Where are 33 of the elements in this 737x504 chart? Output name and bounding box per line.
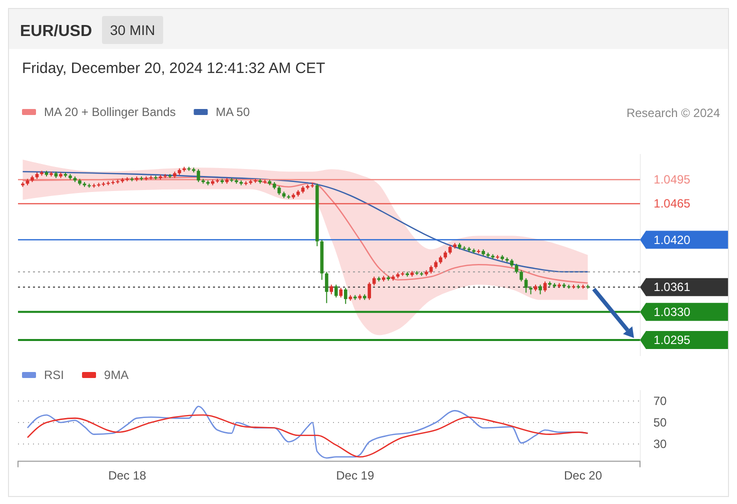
legend-label: RSI	[44, 368, 64, 382]
candlestick	[524, 278, 528, 294]
candlestick	[339, 287, 343, 298]
candlestick	[543, 280, 547, 292]
line-series	[26, 414, 588, 458]
x-tick-label: Dec 19	[336, 468, 374, 483]
candlestick	[520, 270, 523, 282]
legend-label: MA 20 + Bollinger Bands	[44, 105, 176, 119]
legend-label: MA 50	[216, 105, 250, 119]
legend-label: 9MA	[104, 368, 129, 382]
candlestick	[334, 284, 338, 298]
candlestick	[538, 284, 542, 295]
chart-subtitle: 30 MIN	[110, 22, 156, 38]
chart-title: EUR/USD	[20, 23, 92, 40]
candlestick	[344, 287, 348, 304]
candlestick	[330, 284, 334, 295]
y-tick-label: 30	[653, 437, 667, 451]
y-tick-label: 1.0420	[654, 232, 691, 247]
text: Research © 2024	[626, 106, 720, 120]
y-tick-label: 1.0495	[654, 172, 691, 187]
y-tick-label: 1.0361	[654, 280, 691, 294]
y-tick-label: 50	[653, 416, 667, 430]
text: Friday, December 20, 2024 12:41:32 AM CET	[22, 60, 326, 77]
y-tick-label: 70	[653, 394, 667, 408]
y-tick-label: 1.0465	[654, 196, 691, 211]
line-series	[22, 170, 588, 272]
x-tick-label: Dec 18	[108, 468, 147, 483]
candlestick	[368, 282, 372, 300]
y-tick-label: 1.0330	[654, 304, 691, 319]
candlestick	[514, 263, 518, 274]
y-tick-label: 1.0295	[654, 332, 691, 347]
candlestick	[324, 271, 328, 304]
x-tick-label: Dec 20	[564, 468, 602, 483]
